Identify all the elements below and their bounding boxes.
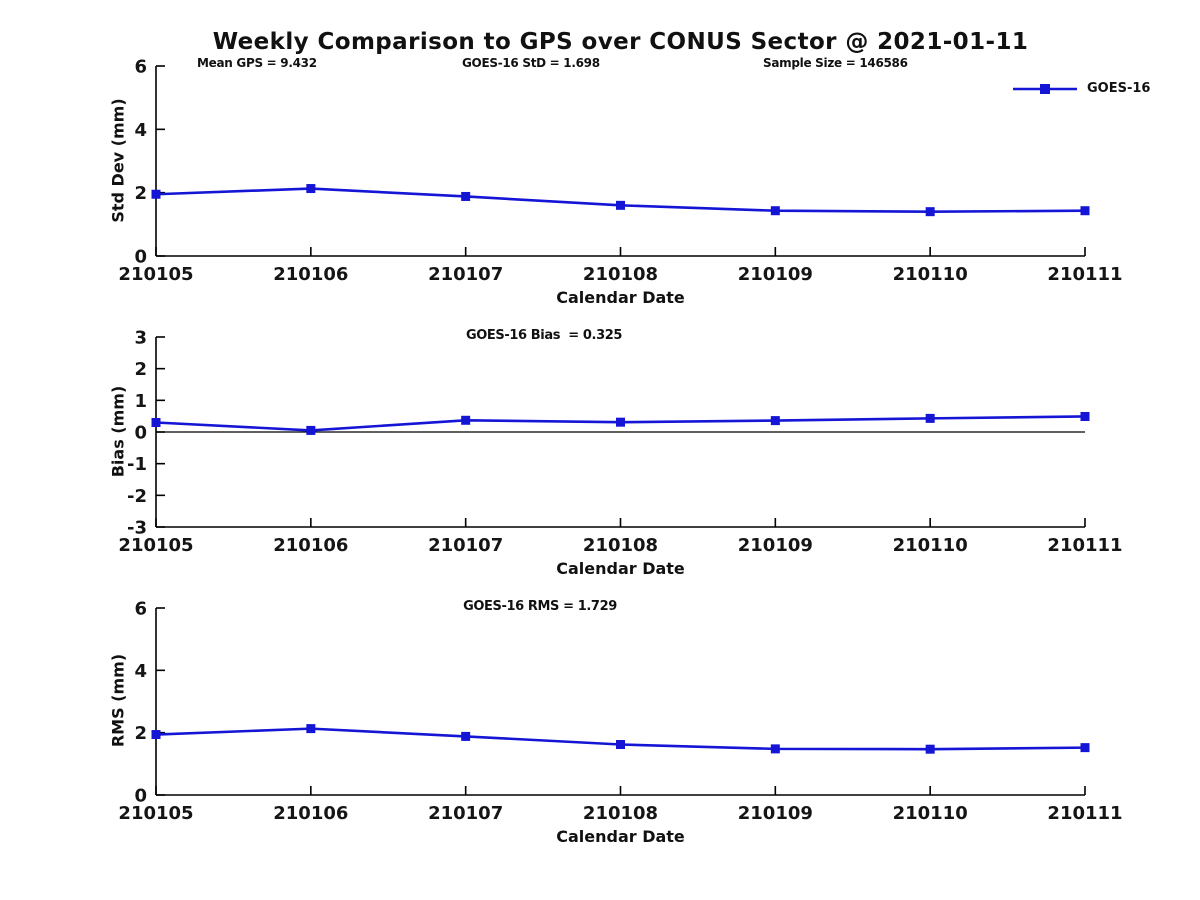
y-tick-label: 3: [134, 328, 147, 349]
y-tick-label: -1: [127, 454, 147, 475]
x-tick-label: 210106: [273, 535, 348, 556]
data-point-marker: [770, 744, 780, 754]
x-tick-label: 210108: [583, 803, 658, 824]
data-point-marker: [1080, 743, 1090, 753]
x-tick-label: 210109: [738, 535, 813, 556]
y-tick-label: 0: [134, 786, 147, 807]
data-point-marker: [151, 418, 161, 427]
x-tick-label: 210107: [428, 535, 503, 556]
data-point-marker: [616, 417, 625, 427]
x-tick-label: 210111: [1047, 803, 1122, 824]
data-point-marker: [1080, 411, 1090, 421]
legend-label: GOES-16: [1087, 81, 1151, 96]
subplot-bias: -3 -2 -1 0 1 2 3 210105 210106 210107 210108 210109…: [118, 328, 1122, 557]
y-axis-label-bias: Bias (mm): [108, 385, 128, 478]
figure-title: Weekly Comparison to GPS over CONUS Sect…: [212, 29, 1029, 55]
annotation-goes16-std: GOES-16 StD = 1.698: [462, 56, 600, 70]
x-tick-label: 210107: [428, 264, 503, 285]
x-tick-label: 210105: [118, 803, 193, 824]
x-tick-label: 210108: [583, 264, 658, 285]
y-tick-label: 6: [134, 57, 147, 78]
x-tick-label: 210109: [738, 264, 813, 285]
x-tick-label: 210110: [893, 264, 968, 285]
x-tick-label: 210108: [583, 535, 658, 556]
x-axis-label-calendar-date-3: Calendar Date: [556, 827, 685, 846]
rms-subplot-title: GOES-16 RMS = 1.729: [463, 599, 617, 614]
data-point-marker: [770, 416, 780, 426]
data-point-marker: [151, 730, 161, 740]
x-tick-label: 210106: [273, 803, 348, 824]
x-tick-label: 210109: [738, 803, 813, 824]
x-tick-label: 210106: [273, 264, 348, 285]
data-point-marker: [925, 207, 935, 217]
subplot-rms: 0 2 4 6 210105 210106 210107 210108 210109 210110…: [118, 599, 1122, 825]
x-tick-label: 210111: [1047, 264, 1122, 285]
legend-line-marker-icon: [1013, 83, 1077, 94]
data-point-marker: [925, 744, 935, 754]
data-point-marker: [306, 184, 316, 194]
y-tick-label: 2: [134, 723, 147, 744]
y-tick-label: 0: [134, 247, 147, 268]
y-tick-label: 6: [134, 599, 147, 620]
y-tick-label: 2: [134, 359, 147, 380]
y-tick-label: 4: [134, 120, 147, 141]
legend: GOES-16: [1012, 81, 1150, 96]
data-point-marker: [306, 724, 316, 734]
x-tick-label: 210107: [428, 803, 503, 824]
x-tick-label: 210111: [1047, 535, 1122, 556]
bias-subplot-title: GOES-16 Bias = 0.325: [465, 328, 623, 343]
annotation-sample-size: Sample Size = 146586: [763, 56, 908, 70]
y-axis-label-rms: RMS (mm): [108, 653, 128, 748]
y-tick-label: -3: [127, 518, 147, 539]
y-tick-label: -2: [127, 486, 147, 507]
x-axis-label-calendar-date-2: Calendar Date: [556, 559, 685, 578]
data-point-marker: [1080, 206, 1090, 216]
data-point-marker: [461, 415, 471, 425]
y-tick-label: 1: [134, 391, 147, 412]
x-tick-label: 210105: [118, 535, 193, 556]
x-tick-label: 210105: [118, 264, 193, 285]
y-tick-label: 0: [134, 423, 147, 444]
annotation-mean-gps: Mean GPS = 9.432: [197, 56, 317, 70]
data-point-marker: [461, 191, 471, 201]
x-tick-label: 210110: [893, 535, 968, 556]
data-point-marker: [616, 200, 625, 210]
subplot-std-dev: 0 2 4 6 210105 210106 210107 210108 210109 210110…: [118, 57, 1122, 286]
y-tick-label: 2: [134, 183, 147, 204]
x-axis-label-calendar-date-1: Calendar Date: [556, 288, 685, 307]
data-point-marker: [925, 413, 935, 423]
data-point-marker: [306, 425, 316, 435]
x-tick-label: 210110: [893, 803, 968, 824]
data-point-marker: [151, 189, 161, 199]
data-point-marker: [616, 740, 625, 750]
y-axis-label-std-dev: Std Dev (mm): [108, 98, 128, 223]
y-tick-label: 4: [134, 661, 147, 682]
data-point-marker: [770, 206, 780, 216]
data-point-marker: [461, 731, 471, 741]
